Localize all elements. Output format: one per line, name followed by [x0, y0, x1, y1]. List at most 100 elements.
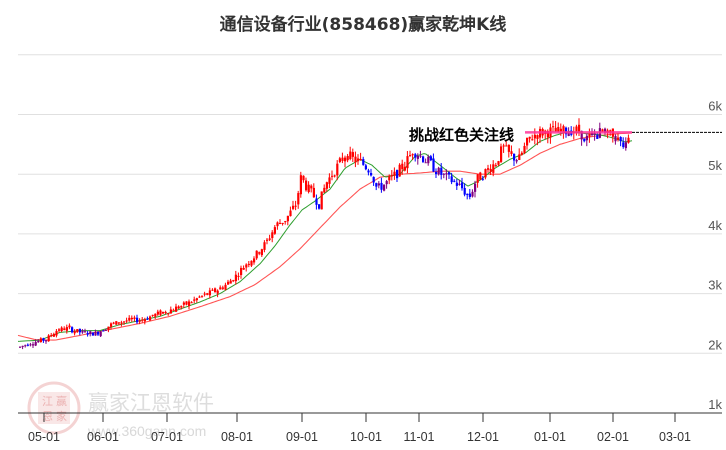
candle-body — [42, 338, 45, 341]
candle-body — [203, 293, 206, 295]
candle-body — [370, 172, 373, 176]
candle-body — [65, 327, 68, 331]
candle-body — [396, 170, 399, 179]
candle-body — [585, 135, 588, 141]
candle-body — [349, 151, 352, 160]
candle-body — [445, 172, 448, 175]
candle-body — [567, 132, 570, 136]
candle-body — [289, 210, 292, 217]
candles — [19, 118, 630, 350]
candle-body — [24, 345, 27, 347]
candle-body — [494, 165, 497, 167]
candle-body — [565, 127, 568, 135]
candle-body — [458, 183, 461, 185]
candle-body — [177, 306, 180, 309]
candle-body — [247, 263, 250, 265]
candle-body — [624, 142, 627, 149]
candle-body — [164, 311, 167, 313]
watermark-stamp-box — [38, 392, 70, 424]
y-tick-label: 5k — [708, 158, 722, 173]
candle-body — [346, 155, 349, 161]
candle-body — [489, 168, 492, 172]
candle-body — [390, 175, 393, 177]
candle-body — [32, 344, 35, 346]
candle-body — [19, 346, 22, 348]
candle-body — [315, 198, 318, 205]
candle-body — [380, 182, 383, 190]
candle-body — [409, 155, 412, 157]
candle-body — [385, 181, 388, 185]
candle-body — [559, 128, 562, 132]
y-tick-label: 4k — [708, 218, 722, 233]
candle-body — [312, 187, 315, 198]
x-tick-label: 02-01 — [597, 430, 629, 444]
candle-body — [151, 314, 154, 316]
candle-body — [513, 153, 516, 161]
x-tick-label: 01-01 — [534, 430, 566, 444]
candle-body — [250, 260, 253, 266]
candle-body — [188, 301, 191, 306]
candle-body — [232, 280, 235, 282]
candle-body — [487, 168, 490, 170]
candle-body — [221, 287, 224, 289]
candle-body — [45, 340, 48, 342]
candle-body — [437, 167, 440, 175]
candle-body — [99, 331, 102, 337]
grid — [18, 54, 722, 354]
candle-body — [429, 156, 432, 161]
candle-body — [583, 138, 586, 142]
candle-body — [354, 156, 357, 163]
candle-body — [299, 175, 302, 195]
candle-body — [91, 332, 94, 336]
candle-body — [50, 335, 53, 337]
candle-body — [448, 172, 451, 175]
watermark-name: 赢家江恩软件 — [88, 391, 214, 415]
candle-body — [305, 180, 308, 191]
candle-body — [383, 184, 386, 191]
candle-body — [411, 154, 414, 156]
y-tick-label: 6k — [708, 99, 722, 114]
ma-short-line — [17, 130, 633, 342]
candle-body — [622, 142, 625, 147]
candle-body — [76, 329, 79, 332]
candle-body — [331, 175, 334, 177]
candle-body — [201, 295, 204, 297]
candle-body — [63, 328, 66, 330]
candle-body — [229, 280, 232, 284]
ma-long-path — [17, 132, 633, 341]
candle-body — [427, 156, 430, 164]
candle-body — [279, 222, 282, 224]
candle-body — [562, 126, 565, 133]
candle-body — [266, 239, 269, 241]
candle-body — [130, 317, 133, 320]
candle-body — [276, 222, 279, 227]
candle-body — [219, 287, 222, 290]
candle-body — [492, 164, 495, 173]
candle-body — [414, 154, 417, 158]
candle-body — [214, 288, 217, 293]
candle-body — [37, 340, 40, 343]
ma-short-path — [17, 130, 633, 342]
candle-body — [245, 264, 248, 268]
candle-body — [474, 183, 477, 192]
candle-body — [216, 290, 219, 294]
x-axis: 05-01 06-01 07-01 08-01 09-01 10-01 11-01 12-01… — [18, 412, 722, 444]
candle-body — [208, 290, 211, 296]
candle-body — [193, 299, 196, 301]
candle-body — [206, 293, 209, 295]
candle-body — [481, 178, 484, 180]
candle-body — [71, 327, 74, 333]
candle-body — [286, 215, 289, 222]
candle-body — [604, 128, 607, 133]
candle-body — [528, 136, 531, 139]
candle-body — [224, 284, 227, 290]
candle-body — [416, 156, 419, 159]
candle-body — [333, 175, 336, 177]
watermark-stamp-char: 恩 — [42, 410, 53, 423]
candle-body — [55, 330, 58, 336]
candle-body — [510, 151, 513, 154]
ma-long-line — [17, 132, 633, 341]
candle-body — [372, 176, 375, 183]
candle-body — [60, 327, 63, 331]
watermark-url: www.360gann.com — [87, 423, 206, 439]
